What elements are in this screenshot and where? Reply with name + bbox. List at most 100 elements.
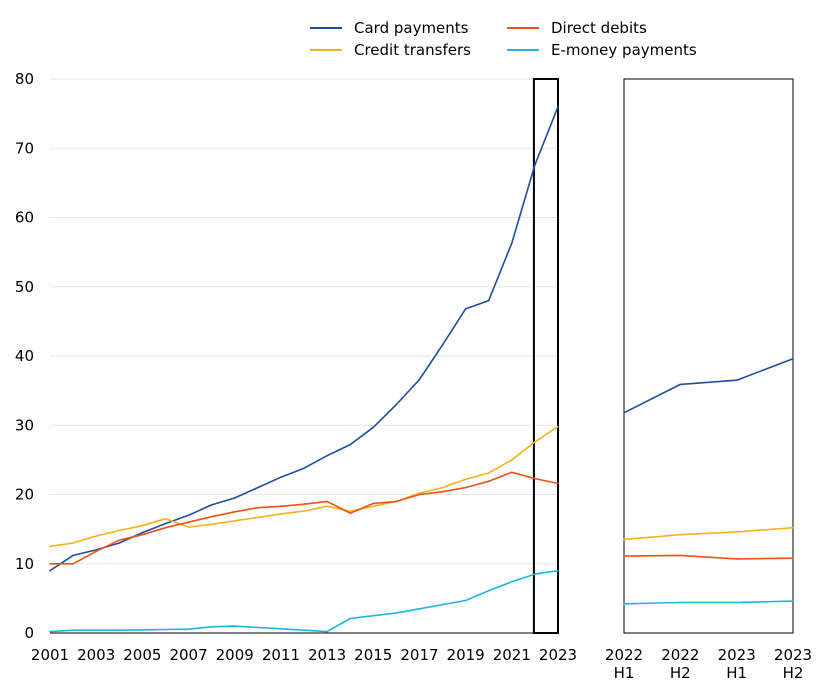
x-tick-label: 2003: [77, 646, 115, 664]
x-tick-label-half: H1: [726, 664, 747, 682]
half-series-line-credit: [623, 526, 794, 541]
data-point-direct: [372, 502, 375, 505]
data-point-direct: [534, 477, 536, 480]
data-point-emoney: [187, 628, 190, 630]
legend-label-card: Card payments: [354, 19, 469, 37]
data-point-credit: [280, 513, 282, 515]
data-point-credit: [141, 524, 144, 527]
half-data-point-emoney: [623, 603, 625, 605]
data-point-direct: [233, 511, 236, 513]
data-point-direct: [418, 493, 421, 496]
data-point-direct: [511, 471, 513, 474]
x-tick-label-half: H1: [614, 664, 635, 682]
data-point-card: [487, 299, 490, 302]
data-point-emoney: [72, 629, 74, 632]
half-data-point-direct: [792, 557, 794, 560]
half-data-point-direct: [735, 558, 738, 560]
series-line-card: [49, 106, 559, 572]
data-point-card: [210, 504, 213, 506]
data-point-card: [187, 514, 190, 517]
data-point-credit: [349, 510, 351, 512]
y-tick-label: 10: [15, 555, 34, 573]
data-point-credit: [372, 505, 375, 508]
data-point-direct: [95, 550, 97, 553]
data-point-direct: [349, 512, 351, 514]
data-point-card: [326, 454, 328, 457]
data-point-emoney: [372, 614, 375, 617]
data-point-credit: [303, 510, 305, 512]
data-point-direct: [141, 533, 144, 536]
half-series-line-direct: [623, 554, 794, 560]
data-point-direct: [164, 526, 167, 529]
data-point-direct: [280, 505, 282, 508]
data-point-direct: [487, 480, 490, 483]
data-point-card: [418, 378, 421, 381]
data-point-credit: [557, 425, 559, 428]
data-point-card: [441, 344, 444, 346]
data-point-emoney: [349, 617, 351, 620]
data-point-credit: [164, 517, 167, 520]
data-point-credit: [487, 472, 490, 474]
data-point-emoney: [210, 625, 213, 628]
data-point-card: [118, 542, 121, 544]
y-tick-label: 80: [15, 70, 34, 88]
data-point-credit: [418, 492, 421, 494]
data-point-emoney: [395, 612, 398, 614]
data-point-emoney: [118, 629, 121, 632]
data-point-direct: [187, 521, 190, 523]
x-tick-label-year: 2023: [774, 646, 812, 664]
data-point-card: [164, 522, 167, 525]
half-data-point-direct: [679, 554, 682, 557]
data-point-card: [395, 403, 398, 406]
legend-label-credit: Credit transfers: [354, 41, 471, 59]
half-series-line-card: [623, 358, 794, 414]
data-point-emoney: [233, 625, 236, 627]
half-data-point-credit: [679, 533, 682, 536]
data-point-direct: [210, 515, 213, 518]
annual-chart-panel: 0 10 20 30 40 50 60 70 80 2001 2003 2005 2007 2009 201…: [15, 70, 577, 664]
data-point-direct: [303, 503, 305, 505]
data-point-credit: [441, 486, 444, 489]
half-data-point-emoney: [792, 600, 794, 602]
data-point-credit: [118, 529, 121, 532]
x-tick-label: 2013: [308, 646, 346, 664]
y-tick-label: 0: [24, 624, 34, 642]
data-point-emoney: [141, 629, 144, 631]
x-tick-label: 2005: [123, 646, 161, 664]
series-line-credit: [49, 425, 559, 548]
x-tick-label: 2009: [216, 646, 254, 664]
data-point-card: [233, 497, 236, 499]
legend-label-direct: Direct debits: [551, 19, 647, 37]
half-data-point-credit: [623, 538, 625, 541]
data-point-direct: [557, 482, 559, 485]
half-data-point-card: [679, 383, 682, 386]
data-point-emoney: [557, 569, 559, 572]
data-point-card: [280, 476, 282, 478]
data-point-card: [141, 531, 144, 534]
data-point-direct: [464, 486, 467, 489]
data-point-direct: [395, 500, 398, 503]
data-point-credit: [49, 545, 51, 548]
data-point-credit: [72, 542, 74, 544]
half-data-point-credit: [735, 531, 738, 533]
data-point-emoney: [280, 628, 282, 630]
data-point-direct: [49, 562, 51, 565]
data-point-emoney: [257, 626, 259, 629]
data-point-card: [464, 308, 467, 310]
half-data-point-emoney: [735, 601, 738, 604]
x-tick-label: 2011: [262, 646, 300, 664]
x-tick-label: 2021: [493, 646, 531, 664]
data-point-emoney: [441, 603, 444, 606]
data-point-emoney: [418, 607, 421, 610]
data-point-card: [349, 443, 351, 446]
data-point-credit: [326, 505, 328, 508]
data-point-emoney: [303, 629, 305, 632]
legend: Card payments Direct debits Credit trans…: [310, 19, 697, 59]
legend-label-emoney: E-money payments: [551, 41, 697, 59]
x-tick-label: 2017: [400, 646, 438, 664]
y-tick-label: 20: [15, 486, 34, 504]
data-point-credit: [257, 516, 259, 519]
x-tick-label-year: 2022: [661, 646, 699, 664]
